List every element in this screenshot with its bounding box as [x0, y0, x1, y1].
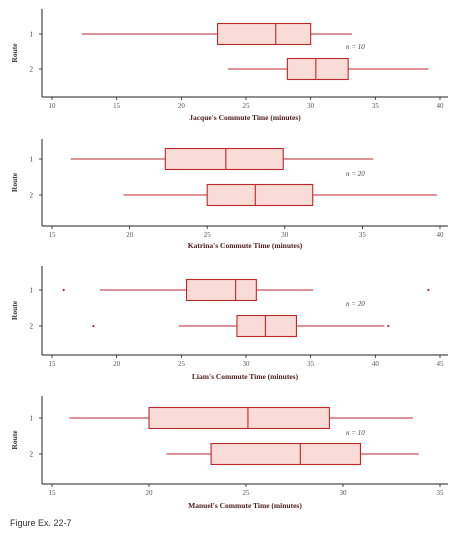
x-tick-label: 30 [281, 231, 289, 239]
x-tick-label: 15 [49, 360, 57, 368]
box-plot-route-1: 1 [30, 22, 353, 46]
x-tick-label: 20 [126, 231, 134, 239]
route-label: 2 [30, 66, 34, 74]
route-label: 1 [30, 415, 34, 423]
x-tick-label: 40 [437, 102, 445, 110]
x-tick-label: 10 [49, 102, 57, 110]
iqr-box [210, 442, 362, 466]
x-tick-label: 20 [113, 360, 121, 368]
route-label: 2 [30, 192, 34, 200]
x-tick-label: 30 [340, 489, 348, 497]
x-tick-label: 40 [437, 231, 445, 239]
y-axis-label: Route [10, 43, 19, 63]
y-axis-label: Route [10, 172, 19, 192]
x-tick-label: 25 [243, 102, 251, 110]
x-tick-label: 25 [178, 360, 186, 368]
y-axis-label: Route [10, 300, 19, 320]
iqr-box [206, 183, 314, 207]
x-tick-label: 40 [372, 360, 380, 368]
x-tick-label: 25 [243, 489, 251, 497]
iqr-box [216, 22, 312, 46]
outlier-point [427, 288, 430, 292]
route-label: 2 [30, 323, 34, 331]
sample-size-label: n = 10 [346, 43, 365, 51]
figure-caption: Figure Ex. 22-7 [10, 518, 72, 528]
box-plot-route-1: 1 [30, 278, 430, 302]
iqr-box [185, 278, 257, 302]
x-tick-label: 15 [49, 231, 57, 239]
box-plot-panel-3: 15 20 25 30 35 40 45 Route Liam's Commute Time (… [10, 266, 448, 381]
x-axis-label: Manuel's Commute Time (minutes) [188, 501, 302, 510]
x-tick-label: 30 [243, 360, 251, 368]
box-plot-route-1: 1 [30, 147, 374, 171]
x-axis-label: Jacque's Commute Time (minutes) [189, 113, 301, 122]
outlier-point [387, 324, 390, 328]
box-plot-panel-4: 15 20 25 30 35 Route Manuel's Commute Time (mi… [10, 396, 448, 510]
iqr-box [236, 314, 297, 338]
box-plot-route-2: 2 [30, 314, 390, 338]
iqr-box [164, 147, 284, 171]
x-tick-label: 15 [49, 489, 57, 497]
iqr-box [286, 57, 349, 81]
x-tick-label: 35 [372, 102, 380, 110]
sample-size-label: n = 20 [346, 300, 365, 308]
box-plot-route-1: 1 [30, 406, 413, 430]
box-plot-route-2: 2 [30, 57, 429, 81]
box-plot-panel-1: 10 15 20 25 30 35 40 Route Jacque's Commute Time… [10, 9, 448, 122]
x-tick-label: 20 [146, 489, 154, 497]
route-label: 1 [30, 287, 34, 295]
box-plot-route-2: 2 [30, 442, 419, 466]
box-plot-route-2: 2 [30, 183, 437, 207]
x-tick-label: 35 [359, 231, 367, 239]
iqr-box [148, 406, 330, 430]
x-axis-label: Katrina's Commute Time (minutes) [188, 241, 303, 250]
route-label: 1 [30, 156, 34, 164]
x-tick-label: 30 [307, 102, 315, 110]
x-axis-label: Liam's Commute Time (minutes) [192, 372, 299, 381]
route-label: 1 [30, 31, 34, 39]
x-tick-label: 35 [437, 489, 445, 497]
x-tick-label: 20 [178, 102, 186, 110]
x-tick-label: 45 [437, 360, 445, 368]
outlier-point [62, 288, 65, 292]
y-axis-label: Route [10, 430, 19, 450]
route-label: 2 [30, 451, 34, 459]
x-tick-label: 15 [113, 102, 121, 110]
box-plot-panel-2: 15 20 25 30 35 40 Route Katrina's Commute Time … [10, 139, 448, 250]
sample-size-label: n = 20 [346, 170, 365, 178]
sample-size-label: n = 10 [346, 429, 365, 437]
x-tick-label: 35 [307, 360, 315, 368]
x-tick-label: 25 [204, 231, 212, 239]
outlier-point [92, 324, 95, 328]
